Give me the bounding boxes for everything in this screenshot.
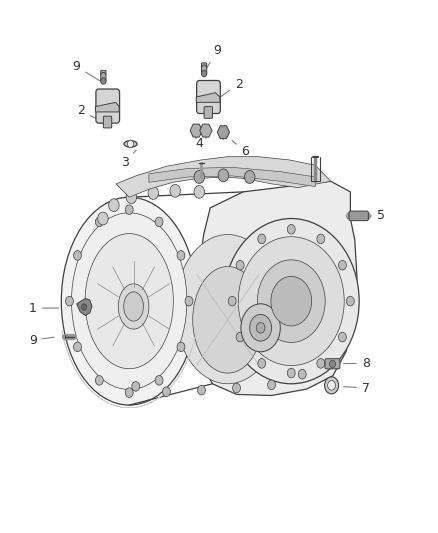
- FancyBboxPatch shape: [349, 211, 368, 221]
- Text: 8: 8: [343, 357, 370, 370]
- Text: 6: 6: [232, 140, 249, 158]
- Circle shape: [98, 212, 108, 225]
- Text: 9: 9: [29, 334, 54, 346]
- Circle shape: [298, 369, 306, 379]
- Polygon shape: [116, 157, 331, 197]
- Circle shape: [271, 276, 312, 326]
- Polygon shape: [196, 93, 220, 102]
- Polygon shape: [197, 181, 357, 395]
- Circle shape: [250, 314, 272, 341]
- Circle shape: [287, 224, 295, 234]
- Circle shape: [125, 205, 133, 214]
- Circle shape: [346, 296, 354, 306]
- FancyBboxPatch shape: [101, 70, 106, 82]
- FancyBboxPatch shape: [201, 63, 207, 75]
- Circle shape: [258, 234, 266, 244]
- FancyBboxPatch shape: [197, 80, 220, 114]
- Text: 4: 4: [195, 130, 203, 150]
- FancyBboxPatch shape: [103, 116, 112, 128]
- Circle shape: [268, 380, 276, 390]
- Circle shape: [170, 184, 180, 197]
- Text: 2: 2: [215, 78, 243, 101]
- Polygon shape: [95, 102, 119, 112]
- Circle shape: [155, 217, 163, 227]
- Circle shape: [109, 199, 119, 212]
- Circle shape: [258, 359, 266, 368]
- Ellipse shape: [175, 235, 280, 384]
- Circle shape: [328, 381, 336, 390]
- Circle shape: [218, 169, 229, 182]
- Circle shape: [223, 219, 359, 384]
- Circle shape: [185, 296, 193, 306]
- Circle shape: [81, 304, 87, 310]
- Circle shape: [201, 70, 207, 77]
- Ellipse shape: [124, 141, 137, 147]
- Circle shape: [126, 191, 137, 204]
- Circle shape: [177, 342, 185, 352]
- Ellipse shape: [61, 197, 197, 405]
- Circle shape: [132, 382, 140, 391]
- Circle shape: [244, 171, 255, 183]
- Text: 5: 5: [364, 209, 385, 222]
- Circle shape: [101, 78, 106, 84]
- Circle shape: [155, 376, 163, 385]
- Circle shape: [339, 332, 346, 342]
- Ellipse shape: [193, 266, 263, 373]
- Text: 3: 3: [121, 150, 136, 169]
- Polygon shape: [77, 298, 92, 316]
- Circle shape: [329, 360, 336, 368]
- Circle shape: [125, 388, 133, 398]
- Circle shape: [238, 237, 344, 366]
- Circle shape: [177, 251, 185, 260]
- Polygon shape: [149, 167, 315, 187]
- Circle shape: [317, 359, 325, 368]
- Ellipse shape: [71, 213, 187, 390]
- Circle shape: [258, 260, 325, 343]
- Text: 1: 1: [29, 302, 59, 314]
- Circle shape: [66, 296, 74, 306]
- Circle shape: [74, 251, 81, 260]
- FancyBboxPatch shape: [204, 107, 212, 118]
- Circle shape: [236, 332, 244, 342]
- Circle shape: [339, 261, 346, 270]
- Ellipse shape: [124, 292, 143, 321]
- Text: 7: 7: [343, 382, 370, 394]
- Circle shape: [198, 385, 205, 395]
- Polygon shape: [350, 213, 366, 219]
- Circle shape: [148, 187, 159, 199]
- Circle shape: [256, 322, 265, 333]
- FancyBboxPatch shape: [325, 359, 340, 369]
- Circle shape: [74, 342, 81, 352]
- Circle shape: [287, 368, 295, 378]
- Circle shape: [95, 217, 103, 227]
- Ellipse shape: [118, 284, 149, 329]
- Text: 9: 9: [73, 60, 101, 81]
- Circle shape: [241, 304, 280, 352]
- Circle shape: [95, 376, 103, 385]
- Circle shape: [228, 296, 236, 306]
- Circle shape: [127, 140, 134, 148]
- Circle shape: [317, 234, 325, 244]
- Circle shape: [194, 185, 205, 198]
- Circle shape: [194, 171, 205, 183]
- Circle shape: [233, 383, 240, 393]
- Circle shape: [236, 261, 244, 270]
- Ellipse shape: [85, 233, 173, 369]
- Circle shape: [325, 377, 339, 394]
- FancyBboxPatch shape: [96, 89, 120, 123]
- Circle shape: [162, 387, 170, 397]
- Text: 2: 2: [77, 104, 105, 123]
- Text: 9: 9: [205, 44, 221, 71]
